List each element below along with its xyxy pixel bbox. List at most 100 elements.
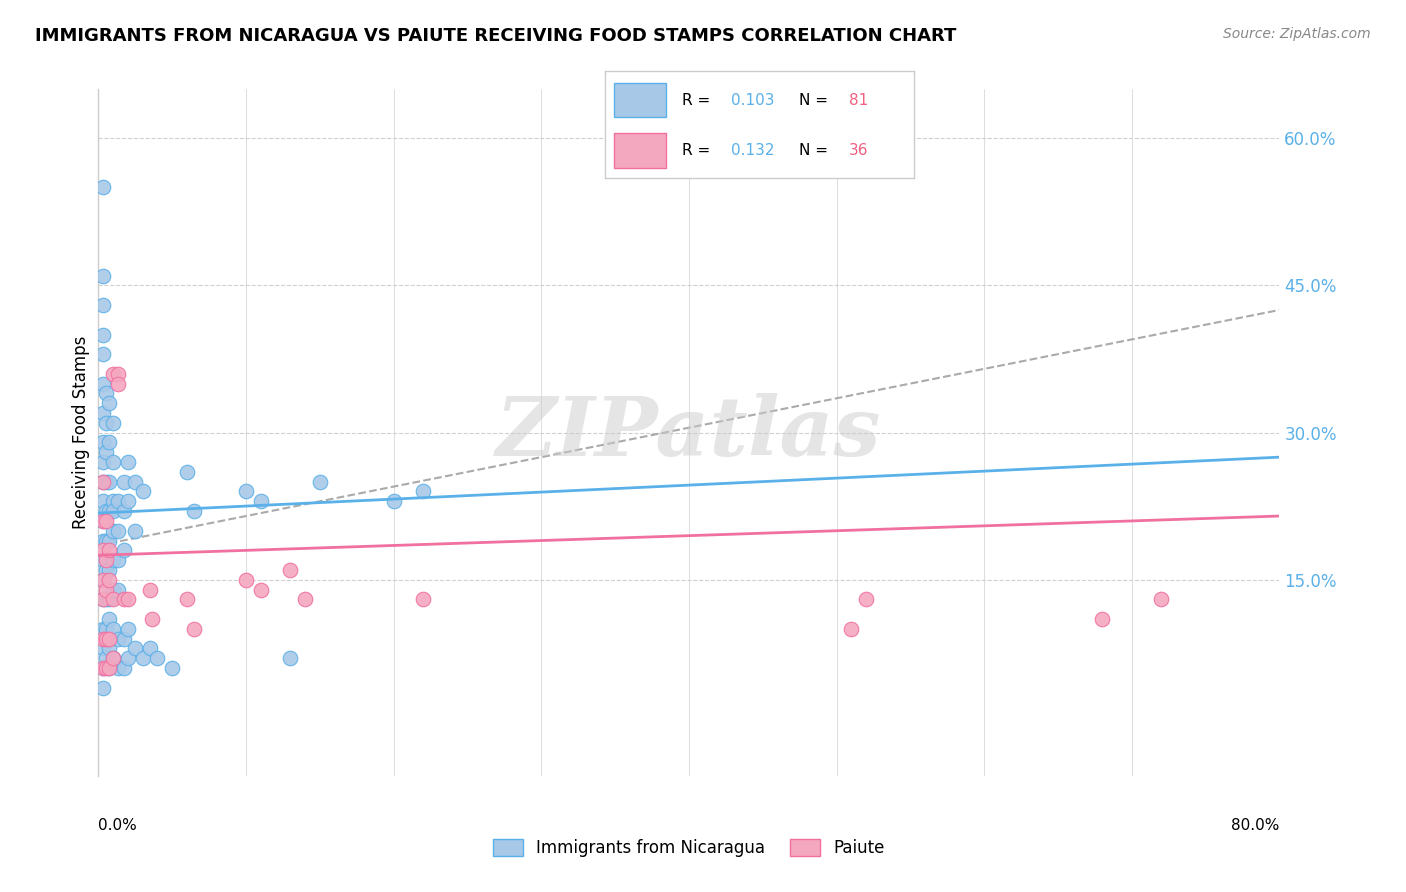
Point xyxy=(94,632,117,646)
Point xyxy=(382,494,405,508)
Point xyxy=(103,651,125,665)
Point xyxy=(103,504,125,518)
Point xyxy=(97,573,120,587)
Point xyxy=(117,622,139,636)
Point xyxy=(94,475,117,489)
Point xyxy=(132,484,155,499)
Point xyxy=(103,553,125,567)
Point xyxy=(91,475,114,489)
Point xyxy=(139,641,162,656)
Point xyxy=(107,661,129,675)
Point xyxy=(112,543,135,558)
Point xyxy=(97,533,120,548)
Point xyxy=(250,494,273,508)
Point xyxy=(117,592,139,607)
Point xyxy=(94,445,117,459)
Point xyxy=(103,622,125,636)
Point xyxy=(91,514,114,528)
Point xyxy=(91,514,114,528)
Point xyxy=(117,494,139,508)
Point xyxy=(91,661,114,675)
Point xyxy=(294,592,316,607)
Point xyxy=(107,494,129,508)
Point xyxy=(841,622,863,636)
Text: N =: N = xyxy=(800,143,834,158)
Point xyxy=(97,661,120,675)
Point xyxy=(97,475,120,489)
Point xyxy=(112,504,135,518)
Point xyxy=(176,465,198,479)
Point xyxy=(117,455,139,469)
Text: Source: ZipAtlas.com: Source: ZipAtlas.com xyxy=(1223,27,1371,41)
Point xyxy=(235,573,257,587)
Point xyxy=(97,543,120,558)
Point xyxy=(91,298,114,312)
Point xyxy=(94,582,117,597)
Point xyxy=(412,484,434,499)
Point xyxy=(94,563,117,577)
Point xyxy=(94,533,117,548)
FancyBboxPatch shape xyxy=(614,134,666,168)
Point xyxy=(124,641,146,656)
Point xyxy=(278,563,302,577)
Point xyxy=(91,543,114,558)
Text: ZIPatlas: ZIPatlas xyxy=(496,392,882,473)
Point xyxy=(141,612,163,626)
Point xyxy=(112,475,135,489)
Point xyxy=(97,592,120,607)
Point xyxy=(235,484,257,499)
Text: 0.103: 0.103 xyxy=(731,93,775,108)
Legend: Immigrants from Nicaragua, Paiute: Immigrants from Nicaragua, Paiute xyxy=(486,832,891,863)
Point xyxy=(91,533,114,548)
Text: IMMIGRANTS FROM NICARAGUA VS PAIUTE RECEIVING FOOD STAMPS CORRELATION CHART: IMMIGRANTS FROM NICARAGUA VS PAIUTE RECE… xyxy=(35,27,956,45)
Point xyxy=(112,661,135,675)
Point xyxy=(91,592,114,607)
Point xyxy=(103,524,125,538)
Point xyxy=(162,661,183,675)
Point xyxy=(94,416,117,430)
Point xyxy=(112,632,135,646)
Text: 0.132: 0.132 xyxy=(731,143,775,158)
Point xyxy=(91,592,114,607)
Point xyxy=(103,582,125,597)
Point xyxy=(91,475,114,489)
Y-axis label: Receiving Food Stamps: Receiving Food Stamps xyxy=(72,336,90,529)
Point xyxy=(124,475,146,489)
Point xyxy=(91,632,114,646)
Point xyxy=(107,553,129,567)
Point xyxy=(107,524,129,538)
Point xyxy=(91,553,114,567)
Point xyxy=(103,367,125,381)
Text: 36: 36 xyxy=(849,143,869,158)
Point xyxy=(91,327,114,342)
Point xyxy=(94,622,117,636)
Text: 81: 81 xyxy=(849,93,868,108)
Text: R =: R = xyxy=(682,93,716,108)
Point xyxy=(112,592,135,607)
Text: 0.0%: 0.0% xyxy=(98,818,138,832)
Point xyxy=(97,435,120,450)
Point xyxy=(94,386,117,401)
Point xyxy=(855,592,877,607)
Point xyxy=(103,592,125,607)
Point xyxy=(91,573,114,587)
Point xyxy=(94,504,117,518)
Point xyxy=(107,632,129,646)
Point xyxy=(91,435,114,450)
Point xyxy=(103,494,125,508)
Point xyxy=(107,582,129,597)
Point xyxy=(278,651,302,665)
Point xyxy=(103,416,125,430)
Point xyxy=(146,651,169,665)
Point xyxy=(97,504,120,518)
Point xyxy=(94,592,117,607)
Text: R =: R = xyxy=(682,143,716,158)
Point xyxy=(103,455,125,469)
FancyBboxPatch shape xyxy=(614,83,666,118)
Point xyxy=(117,651,139,665)
Point xyxy=(97,632,120,646)
Point xyxy=(132,651,155,665)
Point xyxy=(309,475,332,489)
Point xyxy=(91,347,114,361)
Point xyxy=(97,661,120,675)
